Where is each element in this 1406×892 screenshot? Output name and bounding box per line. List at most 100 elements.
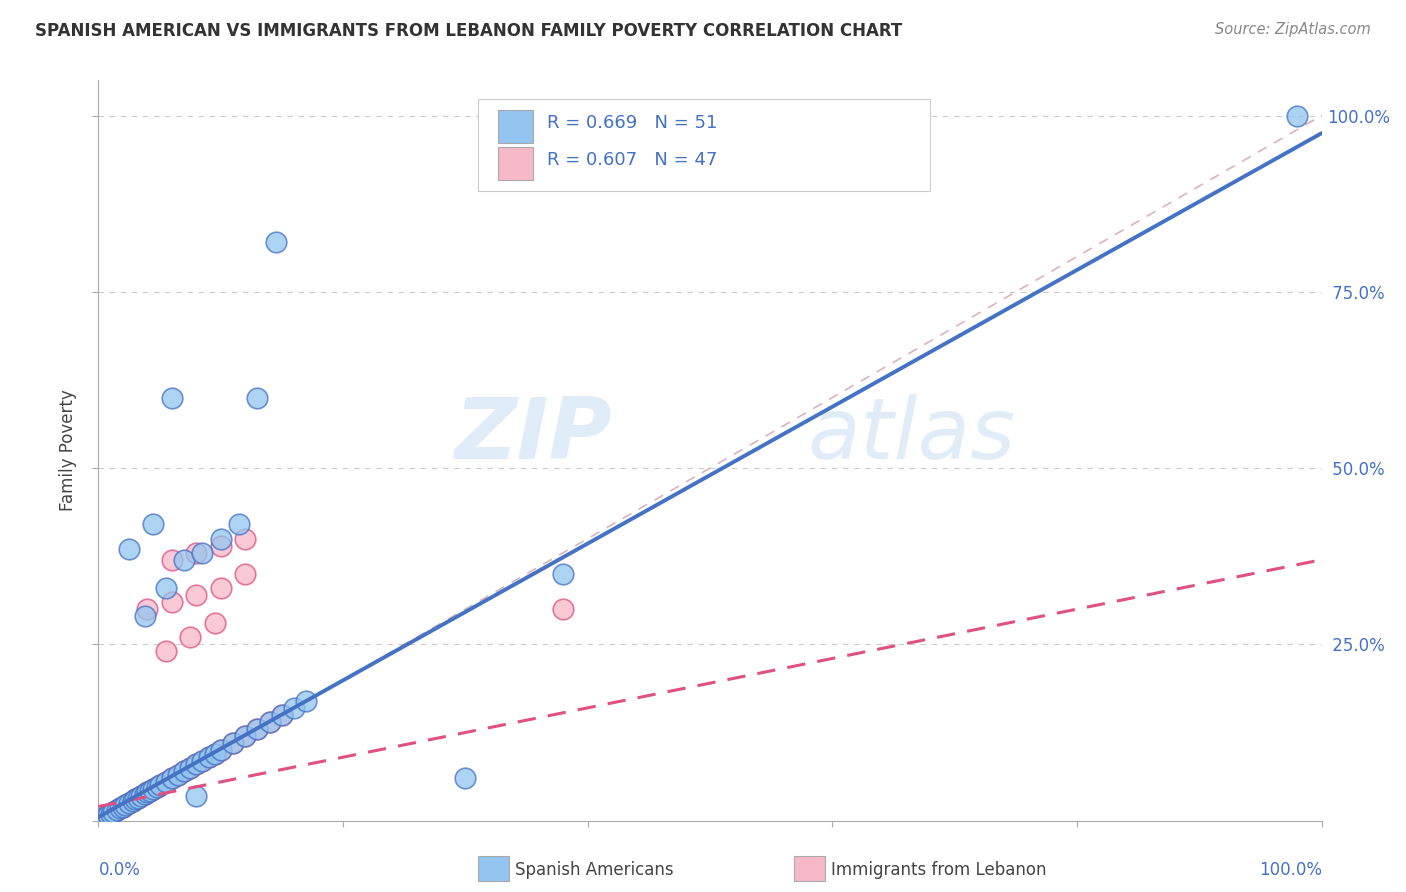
- Point: [118, 796, 141, 810]
- FancyBboxPatch shape: [498, 147, 533, 180]
- Point: [129, 789, 152, 803]
- Point: [222, 736, 245, 750]
- Point: [142, 517, 165, 532]
- Text: Immigrants from Lebanon: Immigrants from Lebanon: [831, 861, 1046, 879]
- Point: [264, 235, 287, 250]
- Point: [191, 754, 214, 768]
- Point: [160, 772, 183, 786]
- Point: [105, 803, 128, 817]
- Point: [197, 750, 219, 764]
- Point: [105, 803, 128, 817]
- Point: [118, 542, 141, 557]
- Point: [134, 787, 156, 801]
- Point: [186, 789, 208, 803]
- Point: [127, 791, 149, 805]
- Text: Spanish Americans: Spanish Americans: [515, 861, 673, 879]
- Point: [186, 757, 208, 772]
- Point: [100, 806, 122, 821]
- Text: atlas: atlas: [808, 394, 1017, 477]
- Point: [160, 553, 183, 567]
- Point: [186, 588, 208, 602]
- Point: [295, 694, 318, 708]
- Point: [93, 810, 115, 824]
- Text: 0.0%: 0.0%: [98, 862, 141, 880]
- Point: [204, 747, 226, 761]
- Point: [259, 714, 281, 729]
- Point: [233, 729, 256, 743]
- Point: [197, 750, 219, 764]
- Point: [160, 595, 183, 609]
- Point: [270, 707, 294, 722]
- Text: Source: ZipAtlas.com: Source: ZipAtlas.com: [1215, 22, 1371, 37]
- Point: [191, 546, 214, 560]
- Point: [270, 707, 294, 722]
- Point: [246, 722, 269, 736]
- Point: [129, 789, 152, 803]
- Point: [110, 801, 132, 815]
- Point: [124, 792, 146, 806]
- Point: [246, 722, 269, 736]
- Point: [204, 747, 226, 761]
- Point: [209, 743, 232, 757]
- Point: [191, 754, 214, 768]
- Point: [167, 768, 190, 782]
- Point: [222, 736, 245, 750]
- Point: [209, 743, 232, 757]
- Point: [179, 630, 201, 644]
- Point: [114, 798, 136, 813]
- Point: [149, 778, 172, 792]
- Point: [118, 796, 141, 810]
- Point: [204, 616, 226, 631]
- Point: [228, 517, 250, 532]
- Point: [167, 768, 190, 782]
- Point: [149, 778, 172, 792]
- Point: [139, 784, 162, 798]
- Point: [233, 729, 256, 743]
- Y-axis label: Family Poverty: Family Poverty: [59, 390, 77, 511]
- Point: [111, 799, 134, 814]
- Point: [179, 761, 201, 775]
- Point: [136, 785, 159, 799]
- Point: [186, 546, 208, 560]
- Point: [233, 566, 256, 581]
- Point: [121, 794, 143, 808]
- Point: [179, 761, 201, 775]
- Point: [139, 784, 162, 798]
- Point: [101, 805, 124, 820]
- Point: [121, 794, 143, 808]
- Point: [283, 701, 305, 715]
- Point: [93, 810, 115, 824]
- Point: [142, 781, 165, 796]
- Point: [233, 532, 256, 546]
- Point: [111, 799, 134, 814]
- Point: [134, 609, 156, 624]
- FancyBboxPatch shape: [478, 99, 931, 192]
- Point: [146, 780, 169, 794]
- Point: [209, 539, 232, 553]
- Point: [155, 775, 177, 789]
- Point: [209, 581, 232, 595]
- Point: [134, 787, 156, 801]
- Point: [160, 772, 183, 786]
- Point: [160, 391, 183, 405]
- Point: [186, 757, 208, 772]
- Point: [173, 764, 195, 779]
- Point: [454, 772, 477, 786]
- FancyBboxPatch shape: [498, 110, 533, 144]
- Point: [209, 532, 232, 546]
- Point: [553, 602, 575, 616]
- Point: [246, 391, 269, 405]
- Point: [553, 566, 575, 581]
- Text: 100.0%: 100.0%: [1258, 862, 1322, 880]
- Text: ZIP: ZIP: [454, 394, 612, 477]
- Point: [97, 808, 120, 822]
- Point: [259, 714, 281, 729]
- Point: [100, 806, 122, 821]
- Point: [114, 798, 136, 813]
- Point: [155, 644, 177, 658]
- Point: [173, 764, 195, 779]
- Point: [124, 792, 146, 806]
- Point: [110, 801, 132, 815]
- Point: [101, 805, 124, 820]
- Point: [97, 808, 120, 822]
